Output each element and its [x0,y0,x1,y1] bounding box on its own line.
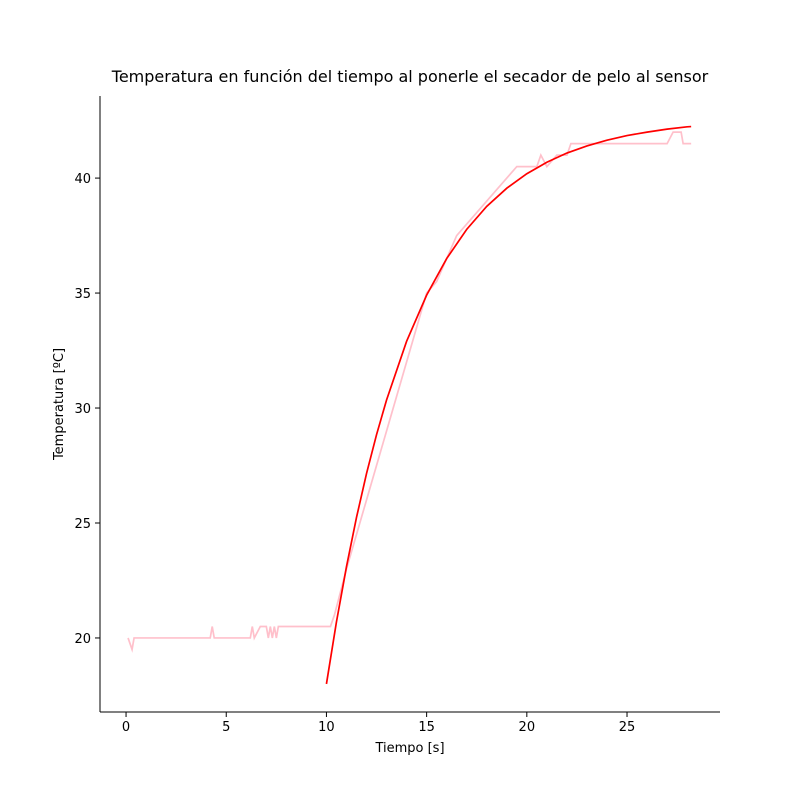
y-tick-label: 25 [74,517,91,532]
y-tick-label: 35 [74,287,91,302]
x-tick-label: 5 [222,720,230,735]
data-line [127,131,692,653]
x-tick-label: 10 [318,720,335,735]
y-tick-label: 20 [74,632,91,647]
x-tick-label: 20 [519,720,536,735]
data-line [325,125,692,685]
x-axis-label: Tiempo [s] [374,741,444,756]
y-axis-label: Temperatura [ºC] [52,348,67,461]
x-tick-label: 15 [418,720,435,735]
y-tick-label: 30 [74,402,91,417]
chart-title: Temperatura en función del tiempo al pon… [111,67,709,86]
x-tick-label: 25 [619,720,636,735]
x-tick-label: 0 [122,720,130,735]
y-tick-label: 40 [74,172,91,187]
